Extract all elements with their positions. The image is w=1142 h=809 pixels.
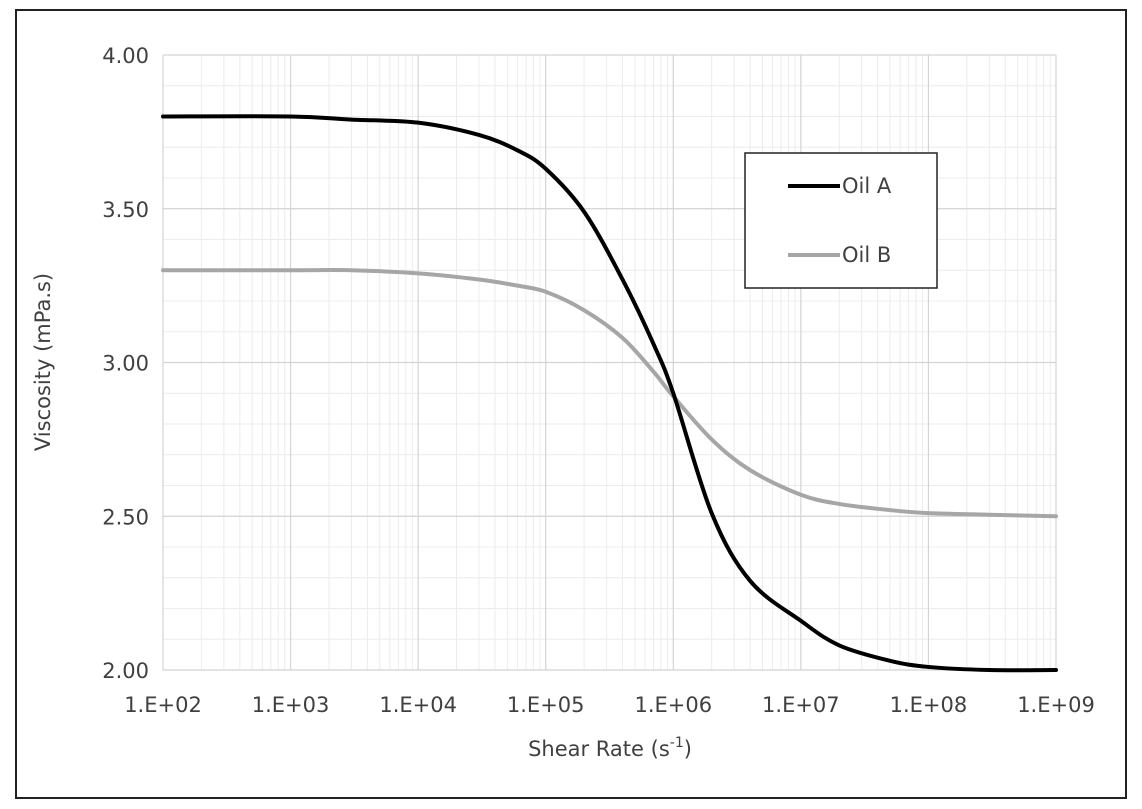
- x-axis-label-suffix: ): [684, 737, 692, 761]
- y-tick-labels: 2.00 2.50 3.00 3.50 4.00: [102, 44, 149, 683]
- y-tick-label: 2.50: [102, 505, 149, 529]
- y-tick-label: 4.00: [102, 44, 149, 68]
- series-line-oil-a: [161, 114, 1058, 673]
- y-tick-label: 2.00: [102, 659, 149, 683]
- x-tick-label: 1.E+06: [634, 693, 712, 717]
- legend-box: [744, 152, 938, 289]
- y-tick-label: 3.50: [102, 198, 149, 222]
- x-axis-label: Shear Rate (s-1): [528, 735, 692, 761]
- y-axis-label: Viscosity (mPa.s): [31, 273, 55, 451]
- x-tick-label: 1.E+05: [507, 693, 585, 717]
- y-tick-label: 3.00: [102, 352, 149, 376]
- x-tick-label: 1.E+03: [252, 693, 330, 717]
- chart-border: [15, 9, 1127, 799]
- legend-label-oil-a: Oil A: [842, 174, 892, 198]
- x-axis-label-main: Shear Rate (s: [528, 737, 670, 761]
- x-tick-label: 1.E+02: [124, 693, 202, 717]
- x-tick-label: 1.E+09: [1017, 693, 1095, 717]
- x-tick-label: 1.E+07: [762, 693, 840, 717]
- x-tick-label: 1.E+08: [890, 693, 968, 717]
- series-line-oil-b: [161, 268, 1058, 519]
- x-axis-label-superscript: -1: [670, 735, 684, 751]
- x-tick-labels: 1.E+02 1.E+03 1.E+04 1.E+05 1.E+06 1.E+07 1.E+…: [124, 693, 1095, 717]
- legend-label-oil-b: Oil B: [842, 243, 891, 267]
- x-tick-label: 1.E+04: [379, 693, 457, 717]
- legend: Oil A Oil B: [744, 152, 938, 289]
- series-layer: [161, 114, 1058, 673]
